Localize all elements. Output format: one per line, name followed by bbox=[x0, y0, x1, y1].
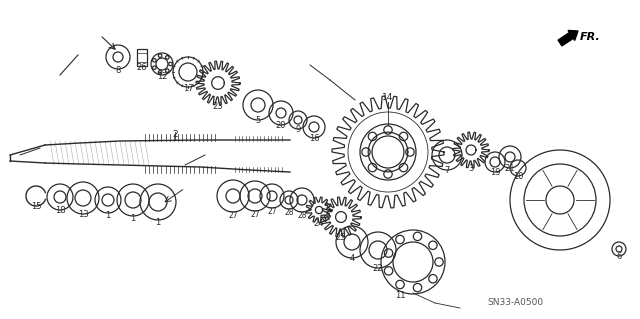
Text: 25: 25 bbox=[336, 233, 346, 242]
Text: 19: 19 bbox=[490, 168, 500, 177]
Text: 5: 5 bbox=[255, 116, 260, 125]
Text: 27: 27 bbox=[267, 207, 277, 216]
Text: FR.: FR. bbox=[580, 32, 601, 42]
Text: 26: 26 bbox=[137, 63, 147, 72]
Text: 8: 8 bbox=[115, 66, 121, 75]
Text: 12: 12 bbox=[157, 72, 167, 81]
Text: 4: 4 bbox=[349, 254, 355, 263]
Text: 27: 27 bbox=[228, 211, 238, 220]
Text: 2: 2 bbox=[172, 130, 178, 139]
Text: 27: 27 bbox=[250, 210, 260, 219]
Text: 6: 6 bbox=[616, 252, 621, 261]
Text: 17: 17 bbox=[182, 84, 193, 93]
Text: 21: 21 bbox=[505, 164, 515, 173]
Text: 7: 7 bbox=[444, 166, 450, 175]
Text: 18: 18 bbox=[54, 206, 65, 215]
Text: 1: 1 bbox=[131, 214, 136, 223]
Text: 14: 14 bbox=[382, 93, 394, 102]
Text: 3: 3 bbox=[468, 164, 474, 173]
Text: 13: 13 bbox=[77, 210, 88, 219]
Text: 9: 9 bbox=[296, 125, 301, 134]
Text: 23: 23 bbox=[212, 102, 223, 111]
Text: 10: 10 bbox=[513, 172, 524, 181]
Text: 16: 16 bbox=[308, 134, 319, 143]
Text: 28: 28 bbox=[297, 211, 307, 220]
Text: 20: 20 bbox=[276, 121, 286, 130]
Text: 1: 1 bbox=[106, 211, 111, 220]
Text: 24: 24 bbox=[314, 219, 324, 228]
Text: 22: 22 bbox=[372, 264, 383, 273]
Text: SN33-A0500: SN33-A0500 bbox=[487, 298, 543, 307]
Text: 11: 11 bbox=[395, 291, 405, 300]
Bar bbox=[137, 49, 147, 66]
Text: 28: 28 bbox=[284, 208, 294, 217]
FancyArrow shape bbox=[558, 30, 578, 46]
Text: 1: 1 bbox=[156, 218, 161, 227]
Text: 15: 15 bbox=[31, 202, 41, 211]
